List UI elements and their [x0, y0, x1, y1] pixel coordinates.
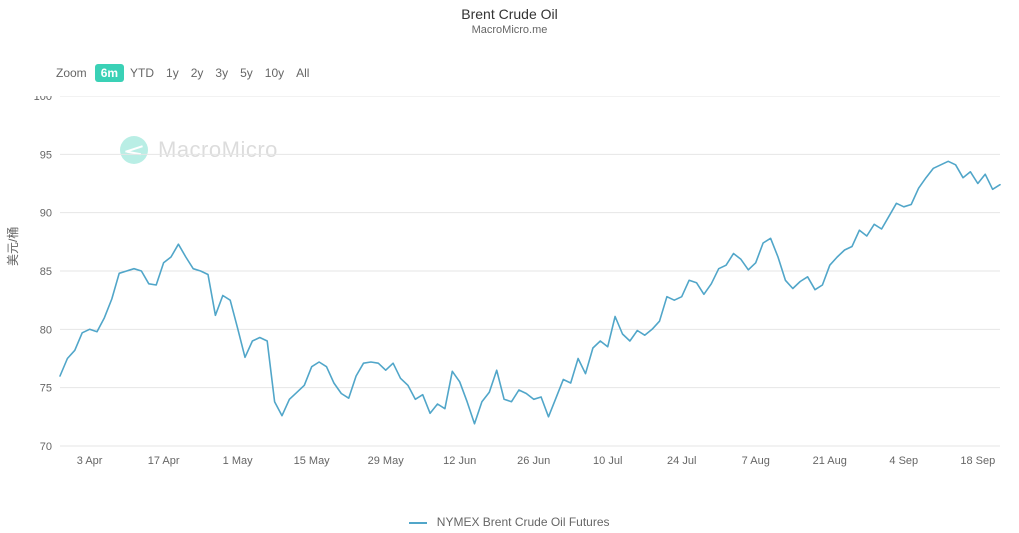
zoom-3y-button[interactable]: 3y [209, 64, 234, 82]
zoom-6m-button[interactable]: 6m [95, 64, 124, 82]
svg-text:80: 80 [40, 324, 52, 336]
zoom-2y-button[interactable]: 2y [185, 64, 210, 82]
chart-title: Brent Crude Oil [0, 6, 1019, 22]
svg-text:4 Sep: 4 Sep [889, 455, 918, 467]
svg-text:7 Aug: 7 Aug [742, 455, 770, 467]
svg-text:24 Jul: 24 Jul [667, 455, 696, 467]
svg-text:100: 100 [34, 96, 52, 103]
price-line [60, 161, 1000, 424]
svg-text:17 Apr: 17 Apr [148, 455, 180, 467]
zoom-all-button[interactable]: All [290, 64, 315, 82]
svg-text:70: 70 [40, 441, 52, 453]
zoom-ytd-button[interactable]: YTD [124, 64, 160, 82]
svg-text:21 Aug: 21 Aug [813, 455, 847, 467]
svg-text:10 Jul: 10 Jul [593, 455, 622, 467]
zoom-1y-button[interactable]: 1y [160, 64, 185, 82]
svg-text:1 May: 1 May [223, 455, 253, 467]
svg-text:3 Apr: 3 Apr [77, 455, 103, 467]
zoom-5y-button[interactable]: 5y [234, 64, 259, 82]
zoom-label: Zoom [56, 66, 87, 80]
chart-subtitle: MacroMicro.me [0, 24, 1019, 36]
zoom-10y-button[interactable]: 10y [259, 64, 290, 82]
svg-text:18 Sep: 18 Sep [960, 455, 995, 467]
svg-text:29 May: 29 May [368, 455, 405, 467]
svg-text:90: 90 [40, 208, 52, 220]
svg-text:12 Jun: 12 Jun [443, 455, 476, 467]
svg-text:85: 85 [40, 266, 52, 278]
svg-text:26 Jun: 26 Jun [517, 455, 550, 467]
chart-svg: 70 75 80 85 90 95 100 3 Apr 17 Apr 1 May 15 May 29 … [30, 96, 1010, 476]
zoom-controls: Zoom 6mYTD1y2y3y5y10yAll [56, 66, 315, 80]
legend-swatch-icon [409, 522, 427, 524]
chart-plot: 70 75 80 85 90 95 100 3 Apr 17 Apr 1 May 15 May 29 … [30, 96, 1010, 476]
svg-text:95: 95 [40, 149, 52, 161]
y-axis-title: 美元/桶 [4, 227, 21, 266]
svg-text:15 May: 15 May [294, 455, 331, 467]
svg-text:75: 75 [40, 383, 52, 395]
